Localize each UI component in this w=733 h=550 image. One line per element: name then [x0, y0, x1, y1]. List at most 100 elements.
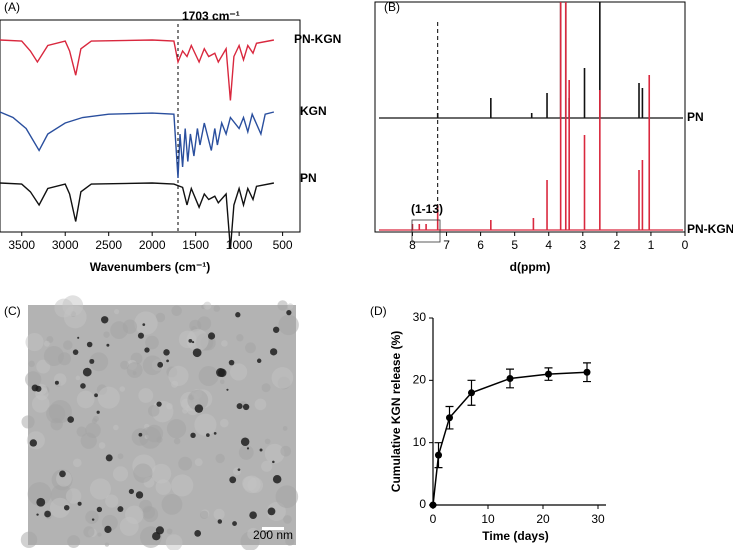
y-axis-label: Cumulative KGN release (%) — [389, 331, 403, 492]
texture — [113, 424, 119, 431]
particle — [228, 359, 235, 366]
particle — [190, 432, 196, 439]
particle — [117, 506, 124, 513]
texture — [120, 360, 129, 370]
spectrum-line — [0, 111, 275, 179]
particle — [194, 530, 202, 537]
x-tick-label: 2 — [614, 238, 621, 252]
particle — [226, 388, 229, 391]
plot-frame — [374, 1, 686, 233]
particle — [128, 488, 134, 495]
data-point — [435, 451, 442, 459]
texture — [142, 505, 155, 519]
texture — [264, 443, 285, 464]
x-tick-label: 3000 — [52, 238, 79, 252]
particle — [236, 403, 243, 410]
texture — [117, 453, 124, 460]
particle — [44, 510, 51, 518]
texture — [25, 332, 44, 352]
texture — [283, 515, 292, 524]
texture — [282, 426, 288, 431]
texture — [168, 365, 189, 386]
texture — [186, 329, 209, 352]
particle — [96, 506, 103, 513]
texture — [98, 442, 106, 449]
texture — [194, 458, 203, 467]
texture — [142, 355, 163, 376]
particle — [137, 332, 144, 339]
texture — [275, 485, 299, 508]
y-tick-label: 30 — [413, 310, 427, 324]
texture — [242, 475, 261, 494]
x-tick-label: 30 — [591, 512, 605, 526]
particle — [272, 460, 275, 464]
texture — [20, 531, 38, 549]
panel-label: (B) — [384, 0, 400, 14]
texture — [200, 510, 209, 519]
texture — [219, 379, 225, 385]
texture — [213, 305, 221, 312]
data-point — [506, 374, 514, 382]
texture — [91, 418, 98, 424]
particle — [216, 368, 225, 377]
texture — [65, 488, 82, 504]
texture — [171, 305, 182, 317]
particle — [80, 383, 86, 389]
region-box — [411, 219, 441, 243]
texture — [198, 366, 219, 386]
particle — [105, 454, 113, 462]
particle — [242, 403, 250, 411]
x-tick-label: 2500 — [95, 238, 122, 252]
texture — [25, 371, 42, 388]
texture — [85, 510, 99, 524]
x-tick-label: 500 — [273, 238, 293, 252]
texture — [165, 534, 183, 550]
texture — [134, 311, 158, 335]
x-tick-label: 10 — [481, 512, 495, 526]
y-tick-label: 10 — [413, 435, 427, 449]
texture — [89, 352, 109, 372]
spectrum-line — [0, 182, 275, 250]
texture — [112, 466, 129, 482]
x-tick-label: 3500 — [8, 238, 35, 252]
panel-label: (A) — [4, 0, 20, 14]
particle — [36, 513, 39, 516]
x-tick-label: 5 — [511, 238, 518, 252]
texture — [173, 437, 181, 445]
release-line — [432, 371, 588, 506]
particle — [106, 343, 110, 347]
particle — [206, 433, 210, 437]
particle — [194, 404, 204, 413]
texture — [89, 478, 112, 500]
texture — [213, 508, 225, 520]
particle — [272, 326, 280, 333]
texture — [229, 363, 248, 381]
texture — [43, 340, 50, 347]
texture — [261, 383, 271, 393]
particle — [67, 416, 74, 423]
texture — [31, 395, 50, 413]
texture — [236, 334, 244, 342]
texture — [166, 528, 173, 535]
texture — [21, 415, 35, 429]
x-tick-label: 0 — [430, 512, 437, 526]
texture — [271, 367, 294, 389]
x-axis-label: d(ppm) — [510, 260, 551, 274]
texture — [266, 502, 286, 521]
texture — [28, 360, 35, 368]
x-tick-label: 1000 — [226, 238, 253, 252]
x-tick-label: 1 — [648, 238, 655, 252]
particle — [286, 310, 292, 316]
particle — [229, 476, 237, 484]
particle — [138, 432, 143, 437]
texture — [110, 321, 128, 340]
data-point — [583, 368, 591, 376]
particle — [101, 316, 109, 324]
particle — [259, 448, 263, 452]
texture — [113, 308, 120, 315]
texture — [155, 479, 172, 495]
particle — [86, 341, 93, 348]
texture — [36, 359, 51, 374]
series-label: PN — [300, 171, 317, 185]
texture — [155, 312, 166, 323]
